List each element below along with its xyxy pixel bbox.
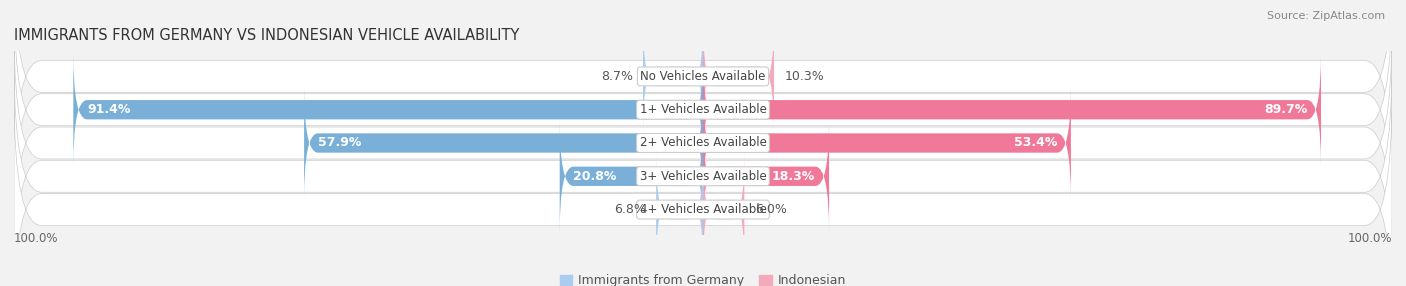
Text: 91.4%: 91.4% <box>87 103 131 116</box>
Text: 10.3%: 10.3% <box>785 70 824 83</box>
FancyBboxPatch shape <box>657 153 703 267</box>
Text: 89.7%: 89.7% <box>1264 103 1308 116</box>
Text: 20.8%: 20.8% <box>574 170 617 183</box>
FancyBboxPatch shape <box>560 119 703 233</box>
FancyBboxPatch shape <box>643 19 703 133</box>
Text: 53.4%: 53.4% <box>1014 136 1057 150</box>
FancyBboxPatch shape <box>703 153 744 267</box>
Text: 57.9%: 57.9% <box>318 136 361 150</box>
Text: 100.0%: 100.0% <box>1347 232 1392 245</box>
FancyBboxPatch shape <box>14 0 1392 227</box>
Text: 6.0%: 6.0% <box>755 203 786 216</box>
FancyBboxPatch shape <box>304 86 703 200</box>
FancyBboxPatch shape <box>14 26 1392 260</box>
Text: No Vehicles Available: No Vehicles Available <box>640 70 766 83</box>
FancyBboxPatch shape <box>703 86 1071 200</box>
FancyBboxPatch shape <box>703 19 773 133</box>
FancyBboxPatch shape <box>14 59 1392 286</box>
FancyBboxPatch shape <box>703 53 1322 167</box>
Text: 1+ Vehicles Available: 1+ Vehicles Available <box>640 103 766 116</box>
FancyBboxPatch shape <box>73 53 703 167</box>
FancyBboxPatch shape <box>14 92 1392 286</box>
Text: 3+ Vehicles Available: 3+ Vehicles Available <box>640 170 766 183</box>
Text: 2+ Vehicles Available: 2+ Vehicles Available <box>640 136 766 150</box>
Text: 4+ Vehicles Available: 4+ Vehicles Available <box>640 203 766 216</box>
FancyBboxPatch shape <box>703 119 830 233</box>
Text: 100.0%: 100.0% <box>14 232 59 245</box>
Legend: Immigrants from Germany, Indonesian: Immigrants from Germany, Indonesian <box>554 269 852 286</box>
Text: 18.3%: 18.3% <box>772 170 815 183</box>
Text: 6.8%: 6.8% <box>614 203 645 216</box>
Text: 8.7%: 8.7% <box>600 70 633 83</box>
Text: IMMIGRANTS FROM GERMANY VS INDONESIAN VEHICLE AVAILABILITY: IMMIGRANTS FROM GERMANY VS INDONESIAN VE… <box>14 28 519 43</box>
Text: Source: ZipAtlas.com: Source: ZipAtlas.com <box>1267 11 1385 21</box>
FancyBboxPatch shape <box>14 0 1392 194</box>
